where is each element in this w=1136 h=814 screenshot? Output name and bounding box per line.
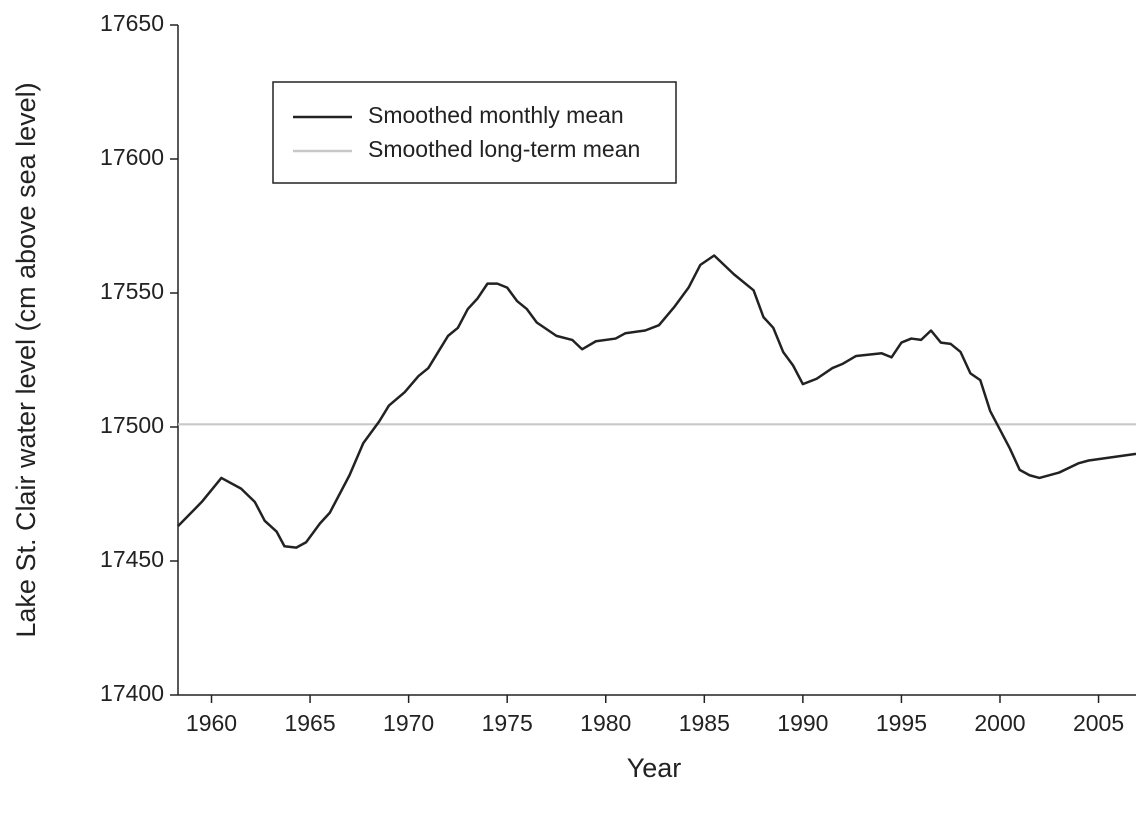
x-tick-label: 1990 <box>777 710 828 736</box>
series-line <box>177 254 1136 549</box>
y-tick-label: 17600 <box>100 144 164 170</box>
x-tick-label: 2000 <box>974 710 1025 736</box>
y-tick-label: 17400 <box>100 680 164 706</box>
y-tick-label: 17450 <box>100 546 164 572</box>
y-tick-label: 17550 <box>100 278 164 304</box>
y-tick-label: 17500 <box>100 412 164 438</box>
x-tick-label: 1970 <box>383 710 434 736</box>
legend-label: Smoothed monthly mean <box>368 102 624 128</box>
x-tick-label: 1985 <box>679 710 730 736</box>
y-axis-label: Lake St. Clair water level (cm above sea… <box>11 82 41 637</box>
legend-label: Smoothed long-term mean <box>368 136 640 162</box>
y-tick-label: 17650 <box>100 10 164 36</box>
x-tick-label: 2005 <box>1073 710 1124 736</box>
x-tick-label: 1960 <box>186 710 237 736</box>
legend-box <box>272 81 677 184</box>
x-axis-label: Year <box>627 753 682 783</box>
x-tick-label: 1975 <box>482 710 533 736</box>
x-tick-label: 1995 <box>876 710 927 736</box>
x-tick-label: 1965 <box>284 710 335 736</box>
x-tick-label: 1980 <box>580 710 631 736</box>
